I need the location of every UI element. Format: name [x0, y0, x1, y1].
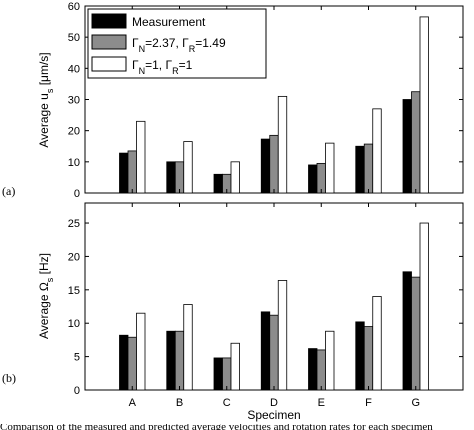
bar-a-b-series-1 — [166, 161, 176, 194]
y-tick-label-a-60: 60 — [68, 1, 80, 13]
bar-a-e-series-2 — [316, 162, 326, 194]
bar-a-a-series-3 — [136, 120, 146, 194]
panel-a-y-axis-label: Average us [μm/s] — [37, 52, 55, 147]
bar-a-c-series-3 — [230, 161, 240, 194]
y-tick-label-b-15: 15 — [68, 285, 80, 297]
panel-a: 0 10 20 30 40 50 60 (a) Average us [μm/s] Meas… — [2, 1, 464, 200]
bar-a-d-series-3 — [277, 95, 288, 194]
panel-b-bars — [119, 203, 429, 391]
bar-b-a-series-1 — [119, 334, 129, 391]
x-tick-label-f: F — [365, 397, 372, 409]
legend-swatch-model-a — [91, 34, 127, 50]
bar-b-a-series-2 — [127, 336, 137, 391]
bar-b-f-series-2 — [363, 326, 374, 391]
y-tick-label-a-30: 30 — [68, 95, 80, 107]
x-tick-label-e: E — [318, 397, 325, 409]
bar-a-f-series-3 — [372, 108, 382, 194]
x-tick-label-c: C — [223, 397, 231, 409]
y-tick-label-b-5: 5 — [74, 352, 80, 364]
bar-b-g-series-3 — [419, 222, 429, 391]
bar-a-c-series-1 — [213, 173, 223, 194]
bar-a-a-series-2 — [127, 150, 137, 194]
x-tick-label-b: B — [176, 397, 183, 409]
bar-b-g-series-1 — [402, 271, 412, 391]
figure-caption: Comparison of the measured and predicted… — [0, 424, 433, 430]
bar-b-d-series-3 — [277, 280, 288, 391]
bar-b-d-series-2 — [269, 314, 279, 391]
bar-a-g-series-3 — [419, 16, 429, 194]
bar-b-d-series-1 — [260, 311, 271, 391]
x-tick-label-g: G — [411, 397, 420, 409]
bar-a-e-series-3 — [325, 142, 335, 194]
panel-b-label: (b) — [2, 371, 16, 385]
legend: Measurement ΓN=2.37, ΓR=1.49 ΓN=1, ΓR=1 — [87, 8, 267, 79]
y-tick-label-a-40: 40 — [68, 63, 80, 75]
panel-a-bars — [119, 6, 429, 194]
bar-b-f-series-1 — [355, 321, 365, 391]
y-tick-label-b-20: 20 — [68, 251, 80, 263]
panel-a-y-ticks: 0 10 20 30 40 50 60 — [68, 1, 463, 200]
bar-b-e-series-2 — [316, 349, 326, 391]
x-tick-label-a: A — [129, 397, 137, 409]
bar-a-e-series-1 — [308, 164, 318, 194]
bar-b-c-series-1 — [213, 357, 223, 391]
bar-a-a-series-1 — [119, 152, 129, 194]
legend-swatch-measurement — [91, 13, 127, 29]
panel-b-y-axis-label: Average Ωs [Hz] — [37, 253, 55, 339]
legend-label-measurement: Measurement — [132, 15, 206, 29]
bar-a-f-series-2 — [363, 143, 374, 194]
bar-b-b-series-1 — [166, 330, 176, 391]
y-tick-label-b-0: 0 — [74, 385, 80, 397]
panel-b: 0 5 10 15 20 25 A B C D E F G (b) Average Ωs [Hz] S… — [2, 202, 464, 422]
bar-a-b-series-3 — [183, 141, 193, 194]
bar-a-d-series-2 — [269, 134, 279, 194]
legend-label-model-a: ΓN=2.37, ΓR=1.49 — [132, 36, 226, 54]
bar-b-e-series-3 — [325, 330, 335, 391]
panel-b-y-ticks: 0 5 10 15 20 25 — [68, 218, 463, 397]
bar-a-f-series-1 — [355, 145, 365, 194]
x-axis-label: Specimen — [247, 408, 300, 422]
bar-b-g-series-2 — [411, 276, 421, 391]
y-tick-label-a-20: 20 — [68, 126, 80, 138]
legend-swatch-model-b — [91, 56, 127, 72]
y-tick-label-a-10: 10 — [68, 157, 80, 169]
bar-b-f-series-3 — [372, 296, 382, 391]
bar-b-c-series-3 — [230, 342, 240, 391]
bar-b-e-series-1 — [308, 348, 318, 391]
bar-b-b-series-3 — [183, 304, 193, 391]
bar-a-g-series-2 — [411, 91, 421, 194]
bar-b-c-series-2 — [222, 357, 232, 391]
y-tick-label-a-50: 50 — [68, 32, 80, 44]
legend-label-model-b: ΓN=1, ΓR=1 — [132, 58, 193, 76]
y-tick-label-b-10: 10 — [68, 318, 80, 330]
x-tick-label-d: D — [270, 397, 278, 409]
bar-a-g-series-1 — [402, 99, 412, 194]
bar-a-d-series-1 — [260, 138, 271, 194]
bar-b-a-series-3 — [136, 312, 146, 391]
y-tick-label-a-0: 0 — [74, 188, 80, 200]
panel-a-label: (a) — [2, 184, 15, 198]
panel-b-x-ticks: A B C D E F G — [129, 397, 420, 409]
bar-a-b-series-2 — [174, 161, 185, 194]
y-tick-label-b-25: 25 — [68, 218, 80, 230]
bar-b-b-series-2 — [174, 330, 185, 391]
